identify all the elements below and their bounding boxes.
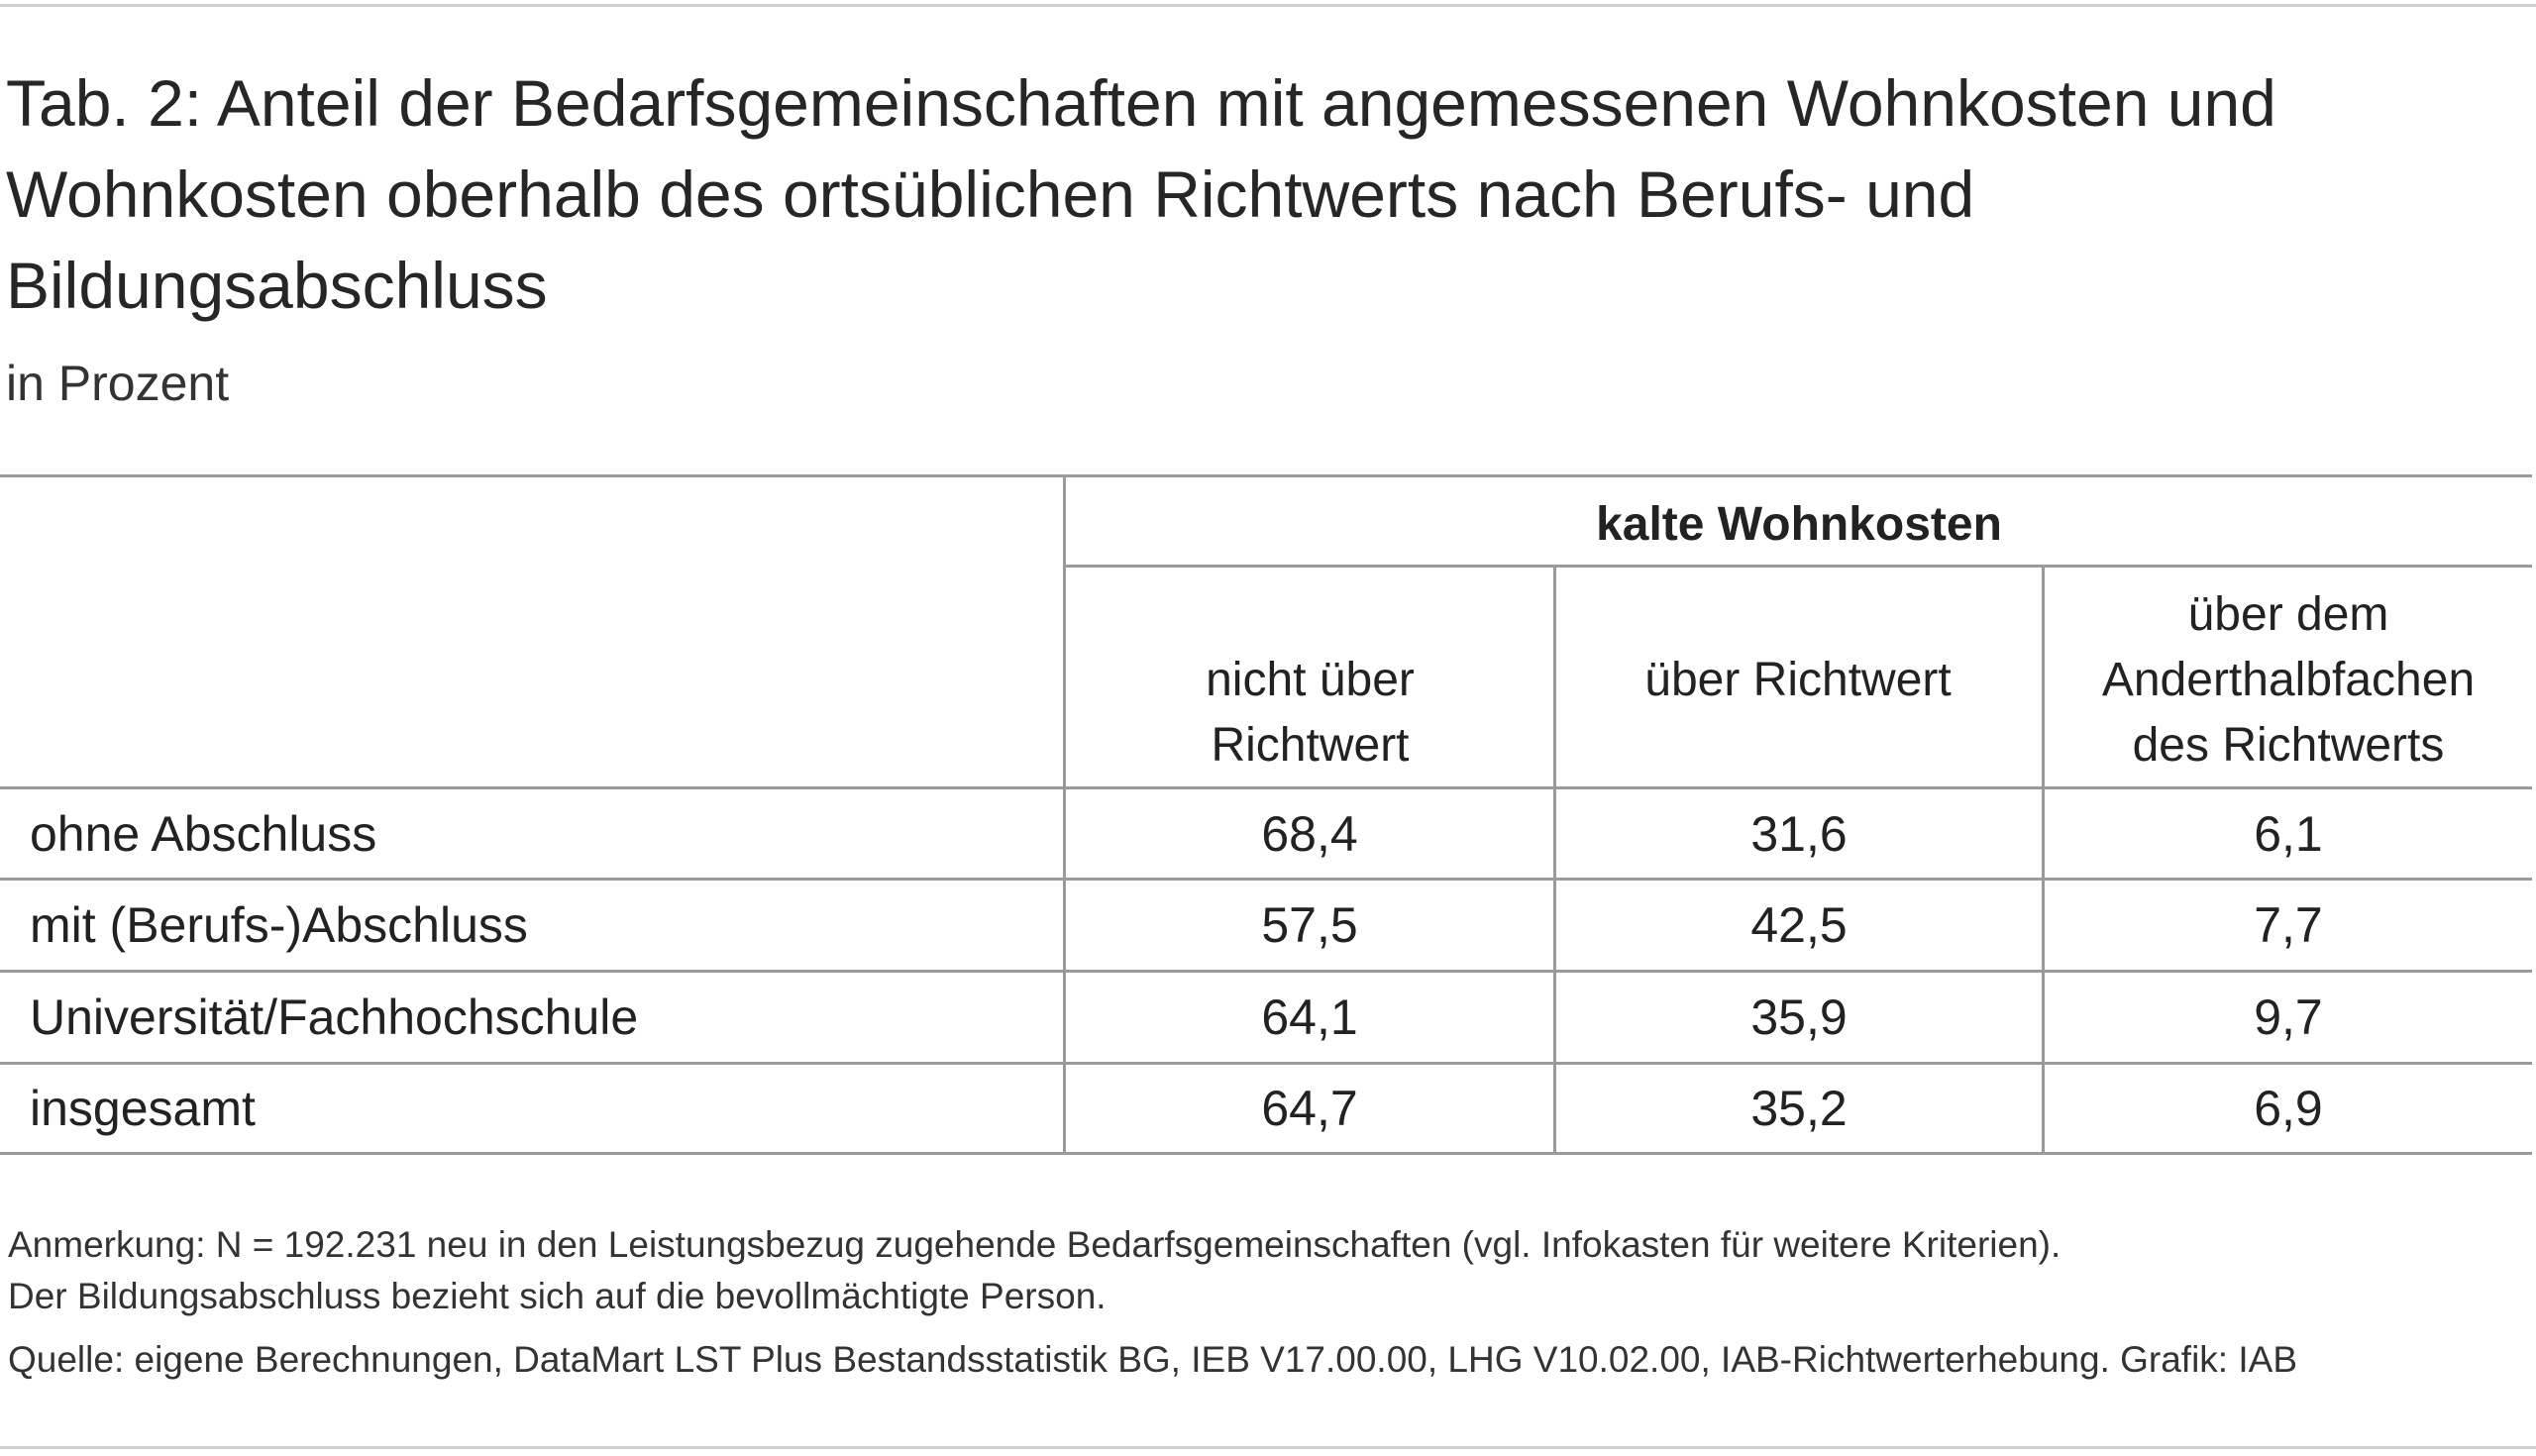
table-cell: 57,5 <box>1261 897 1358 953</box>
table-bottom-rule <box>0 1152 2532 1155</box>
table-cell: 7,7 <box>2254 897 2323 953</box>
row-rule <box>0 1062 2532 1065</box>
header-bottom-rule <box>0 786 2532 789</box>
column-rule <box>1063 474 1066 1155</box>
column-header: über Richtwert <box>1644 654 1952 706</box>
table-cell: 35,2 <box>1750 1081 1848 1136</box>
table-cell: 42,5 <box>1750 897 1848 953</box>
table-title: Tab. 2: Anteil der Bedarfsgemeinschaften… <box>6 66 2276 322</box>
table-cell: 31,6 <box>1750 805 1848 862</box>
bottom-divider <box>0 1446 2536 1449</box>
group-header: kalte Wohnkosten <box>1596 498 2002 551</box>
row-rule <box>0 878 2532 881</box>
table-cell: 9,7 <box>2254 989 2323 1045</box>
table-subtitle: in Prozent <box>6 356 230 411</box>
source-note: Quelle: eigene Berechnungen, DataMart LS… <box>8 1339 2298 1380</box>
column-rule <box>1553 565 1556 1155</box>
column-header: über dem Anderthalbfachen des Richtwerts <box>2101 588 2476 772</box>
column-rule <box>2042 565 2045 1155</box>
note-line-1: Anmerkung: N = 192.231 neu in den Leistu… <box>8 1224 2061 1265</box>
table-cell: 6,9 <box>2254 1081 2323 1136</box>
table-cell: 68,4 <box>1261 805 1358 862</box>
row-label: insgesamt <box>30 1081 256 1136</box>
note-line-2: Der Bildungsabschluss bezieht sich auf d… <box>8 1276 1107 1316</box>
column-header: nicht über Richtwert <box>1206 654 1415 772</box>
row-label: Universität/Fachhochschule <box>30 989 639 1045</box>
group-header-rule <box>1064 565 2532 568</box>
row-rule <box>0 970 2532 973</box>
table-cell: 35,9 <box>1750 989 1848 1045</box>
top-divider <box>0 4 2536 7</box>
row-label: ohne Abschluss <box>30 805 377 862</box>
table-cell: 6,1 <box>2254 805 2323 862</box>
table-cell: 64,1 <box>1261 989 1358 1045</box>
table-top-rule <box>0 474 2532 477</box>
table-cell: 64,7 <box>1261 1081 1358 1136</box>
row-label: mit (Berufs-)Abschluss <box>30 897 528 953</box>
